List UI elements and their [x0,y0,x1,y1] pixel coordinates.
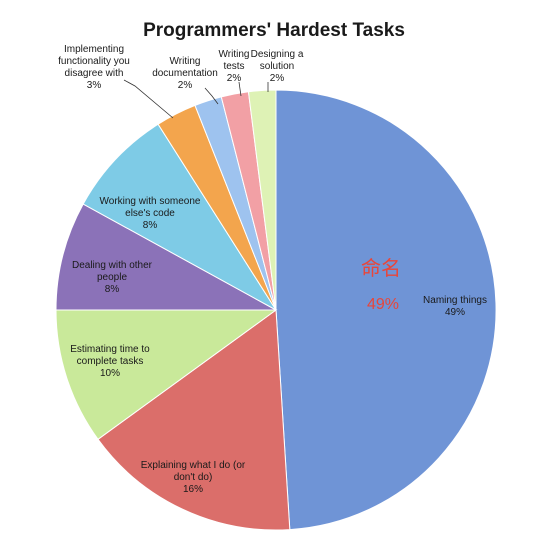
pie-slice-2 [55,309,278,441]
pie-slice-1 [97,309,291,531]
slice-label-3: Dealing with other people 8% [72,260,153,295]
pie-slice-3 [55,203,277,311]
leader-line-7 [238,81,242,97]
annotation-pct: 49% [367,296,399,313]
slice-label-6: Writing documentation 2% [152,56,218,91]
slice-label-2: Estimating time to complete tasks 10% [70,344,150,379]
leader-line-6 [204,87,219,105]
pie-slice-0 [275,89,497,531]
slice-label-7: Writing tests 2% [219,49,250,84]
pie-slice-4 [82,123,277,311]
slice-label-1: Explaining what I do (or don't do) 16% [141,460,246,495]
slice-label-8: Designing a solution 2% [251,49,304,84]
slice-label-4: Working with someone else's code 8% [100,196,201,231]
annotation-text: 命名 [361,257,401,280]
slice-label-5: Implementing functionality you disagree wi… [58,44,130,91]
chart-title: Programmers' Hardest Tasks [143,20,405,41]
slice-label-0: Naming things 49% [423,295,487,318]
pie-slice-8 [247,89,277,311]
leader-line-5 [123,79,174,119]
